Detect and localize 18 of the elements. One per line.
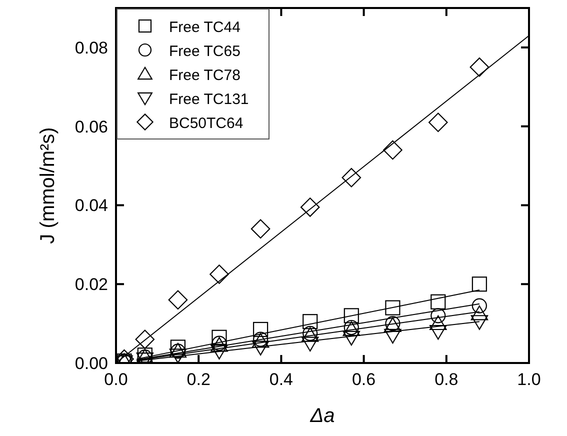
x-tick-label: 1.0 [517, 370, 541, 389]
x-tick-label: 0.0 [104, 370, 128, 389]
legend-label: Free TC44 [169, 19, 240, 36]
x-tick-label: 0.2 [186, 370, 210, 389]
legend-label: BC50TC64 [169, 115, 244, 132]
x-axis-title: Δa [309, 405, 335, 427]
legend-label: Free TC131 [169, 91, 249, 108]
x-tick-label: 0.6 [352, 370, 376, 389]
legend-label: Free TC65 [169, 43, 240, 60]
legend-label: Free TC78 [169, 67, 240, 84]
y-tick-label: 0.00 [74, 354, 108, 373]
y-tick-label: 0.06 [74, 117, 108, 136]
y-axis-title: J (mmol/m²s) [37, 127, 59, 244]
y-tick-label: 0.04 [74, 196, 108, 216]
x-tick-label: 0.8 [434, 370, 458, 389]
y-tick-label: 0.02 [74, 275, 108, 294]
y-tick-label: 0.08 [74, 38, 108, 58]
x-tick-label: 0.4 [269, 370, 294, 389]
